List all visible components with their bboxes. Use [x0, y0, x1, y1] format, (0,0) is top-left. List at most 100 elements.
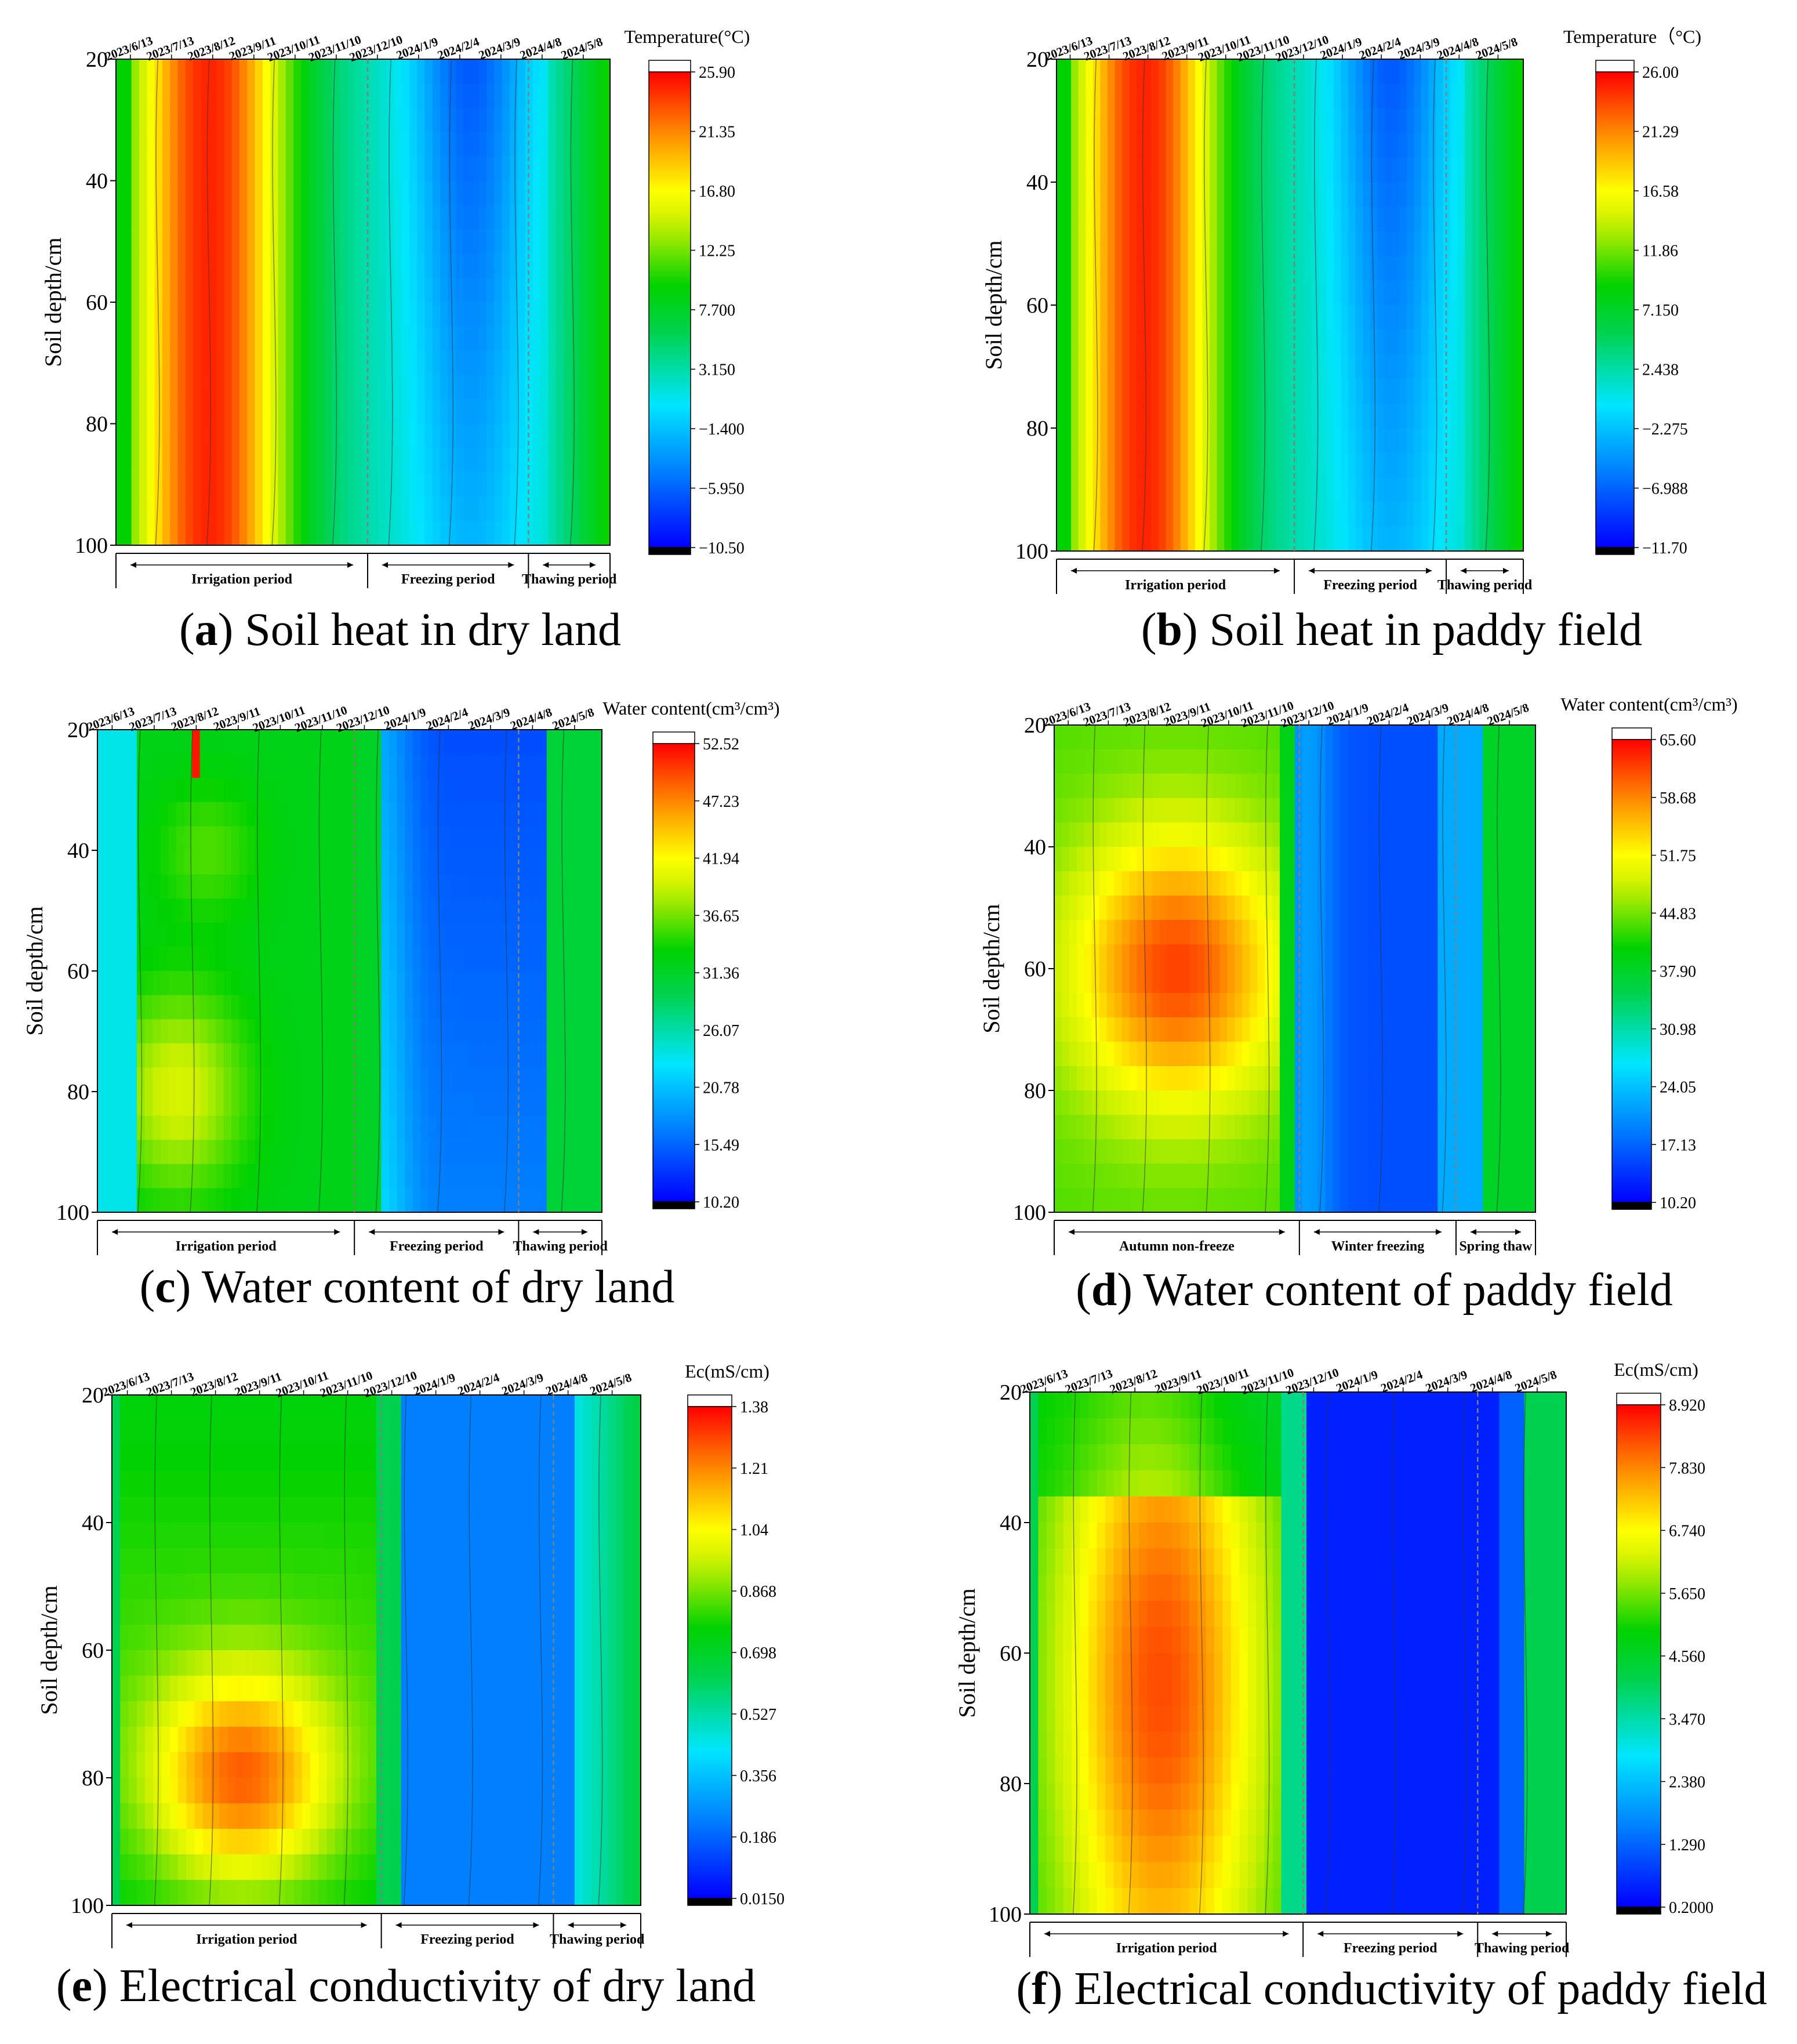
heatmap-cell	[507, 850, 516, 875]
heatmap-cell	[1472, 206, 1480, 232]
heatmap-cell	[1261, 133, 1269, 158]
heatmap-cell	[1166, 256, 1174, 281]
heatmap-cell	[1063, 231, 1072, 256]
heatmap-cell	[216, 132, 224, 157]
heatmap-cell	[332, 278, 340, 303]
heatmap-cell	[444, 971, 453, 996]
heatmap-cell	[1099, 822, 1108, 847]
heatmap-cell	[1210, 379, 1218, 404]
heatmap-cell	[1370, 1017, 1378, 1042]
heatmap-cell	[401, 326, 410, 351]
heatmap-cell	[1501, 157, 1509, 183]
heatmap-cell	[556, 448, 564, 473]
heatmap-cell	[1472, 403, 1480, 429]
heatmap-cell	[381, 971, 390, 996]
colorbar-label: 2.438	[1642, 361, 1679, 379]
y-tick-label: 40	[1026, 171, 1048, 195]
heatmap-cell	[571, 448, 580, 473]
heatmap-cell	[1362, 1164, 1371, 1188]
heatmap-cell	[532, 253, 541, 278]
heatmap-cell	[113, 826, 122, 851]
heatmap-cell	[1173, 182, 1181, 207]
heatmap-cell	[1339, 774, 1348, 799]
heatmap-cell	[1061, 798, 1070, 823]
heatmap-cell	[113, 1140, 122, 1165]
heatmap-cell	[255, 83, 263, 108]
heatmap-cell	[499, 1019, 508, 1044]
heatmap-cell	[1355, 1042, 1363, 1067]
heatmap-cell	[1287, 822, 1295, 847]
heatmap-cell	[136, 1067, 146, 1092]
y-tick-label: 100	[56, 1201, 89, 1225]
heatmap-cell	[1421, 526, 1429, 552]
heatmap-cell	[1084, 1090, 1092, 1115]
heatmap-cell	[1210, 280, 1218, 306]
heatmap-cell	[428, 1019, 437, 1044]
heatmap-cell	[1501, 379, 1509, 404]
heatmap-cell	[285, 229, 294, 254]
arrow-head	[1461, 568, 1467, 574]
heatmap-cell	[420, 1164, 429, 1188]
heatmap-cell	[509, 107, 518, 133]
heatmap-cell	[1091, 871, 1100, 896]
heatmap-cell	[1217, 59, 1225, 84]
heatmap-cell	[467, 753, 477, 778]
heatmap-cell	[1385, 798, 1393, 823]
heatmap-cell	[1099, 1017, 1108, 1042]
heatmap-cell	[1324, 798, 1333, 823]
heatmap-cell	[517, 302, 526, 327]
heatmap-cell	[1406, 403, 1414, 429]
heatmap-cell	[317, 156, 325, 182]
heatmap-cell	[270, 350, 279, 376]
heatmap-cell	[1114, 993, 1123, 1018]
heatmap-cell	[239, 423, 248, 448]
heatmap-cell	[494, 253, 503, 278]
heatmap-cell	[1235, 798, 1243, 823]
heatmap-cell	[326, 802, 335, 827]
heatmap-cell	[1457, 280, 1465, 306]
heatmap-cell	[507, 1043, 516, 1068]
heatmap-cell	[1224, 108, 1232, 133]
heatmap-cell	[578, 1188, 587, 1213]
heatmap-cell	[294, 874, 303, 899]
heatmap-cells	[116, 59, 611, 546]
heatmap-cell	[1253, 477, 1261, 502]
heatmap-cell	[357, 1092, 366, 1117]
heatmap-cell	[139, 350, 147, 376]
heatmap-cell	[1348, 354, 1356, 379]
heatmap-cell	[262, 59, 271, 84]
heatmap-cell	[1197, 725, 1205, 750]
heatmap-cell	[1268, 157, 1276, 183]
heatmap-cell	[105, 730, 114, 755]
heatmap-cell	[371, 521, 379, 546]
heatmap-cell	[1092, 84, 1101, 109]
heatmap-cell	[1239, 452, 1247, 478]
heatmap-cell	[365, 1019, 374, 1044]
heatmap-cell	[1063, 84, 1072, 109]
heatmap-cell	[357, 826, 366, 851]
heatmap-cell	[1370, 774, 1378, 799]
heatmap-cell	[285, 472, 294, 497]
heatmap-cell	[247, 496, 256, 521]
heatmap-cell	[1450, 231, 1458, 256]
heatmap-cell	[199, 922, 208, 947]
heatmap-cell	[1272, 847, 1280, 872]
heatmap-cell	[586, 1164, 594, 1188]
heatmap-cell	[1347, 774, 1356, 799]
heatmap-cell	[1121, 798, 1130, 823]
heatmap-cell	[1195, 452, 1203, 478]
heatmap-cell	[162, 107, 170, 133]
heatmap-cell	[184, 898, 193, 923]
heatmap-cell	[507, 826, 516, 851]
heatmap-cell	[192, 802, 201, 827]
heatmap-cell	[1253, 379, 1261, 404]
heatmap-cell	[1188, 157, 1196, 183]
heatmap-cell	[475, 898, 484, 923]
heatmap-cell	[147, 156, 155, 182]
heatmap-cell	[1166, 329, 1174, 355]
heatmap-cell	[317, 496, 325, 521]
heatmap-cell	[432, 278, 441, 303]
heatmap-cell	[231, 947, 240, 972]
